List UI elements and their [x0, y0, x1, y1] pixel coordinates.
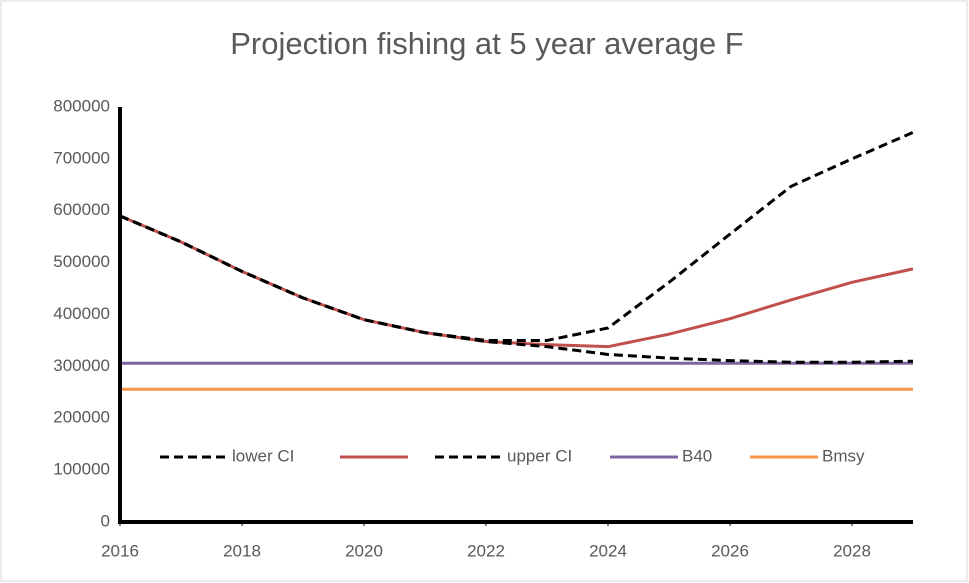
x-tick-label: 2018 — [223, 541, 261, 560]
legend-label: upper CI — [507, 446, 572, 465]
x-tick-label: 2022 — [467, 541, 505, 560]
y-tick-label: 700000 — [53, 148, 110, 167]
chart-title: Projection fishing at 5 year average F — [230, 26, 744, 61]
y-tick-label: 100000 — [53, 460, 110, 479]
legend-label: lower CI — [232, 446, 294, 465]
y-tick-label: 400000 — [53, 304, 110, 323]
y-tick-label: 300000 — [53, 356, 110, 375]
x-tick-label: 2028 — [833, 541, 871, 560]
y-tick-label: 600000 — [53, 200, 110, 219]
legend-label: Bmsy — [822, 446, 865, 465]
x-tick-label: 2024 — [589, 541, 627, 560]
y-tick-label: 800000 — [53, 96, 110, 115]
legend-label: B40 — [682, 446, 712, 465]
y-tick-label: 200000 — [53, 408, 110, 427]
x-tick-label: 2026 — [711, 541, 749, 560]
y-tick-label: 500000 — [53, 252, 110, 271]
y-tick-label: 0 — [101, 511, 110, 530]
series-line — [119, 131, 914, 342]
x-tick-label: 2020 — [345, 541, 383, 560]
x-tick-label: 2016 — [101, 541, 139, 560]
